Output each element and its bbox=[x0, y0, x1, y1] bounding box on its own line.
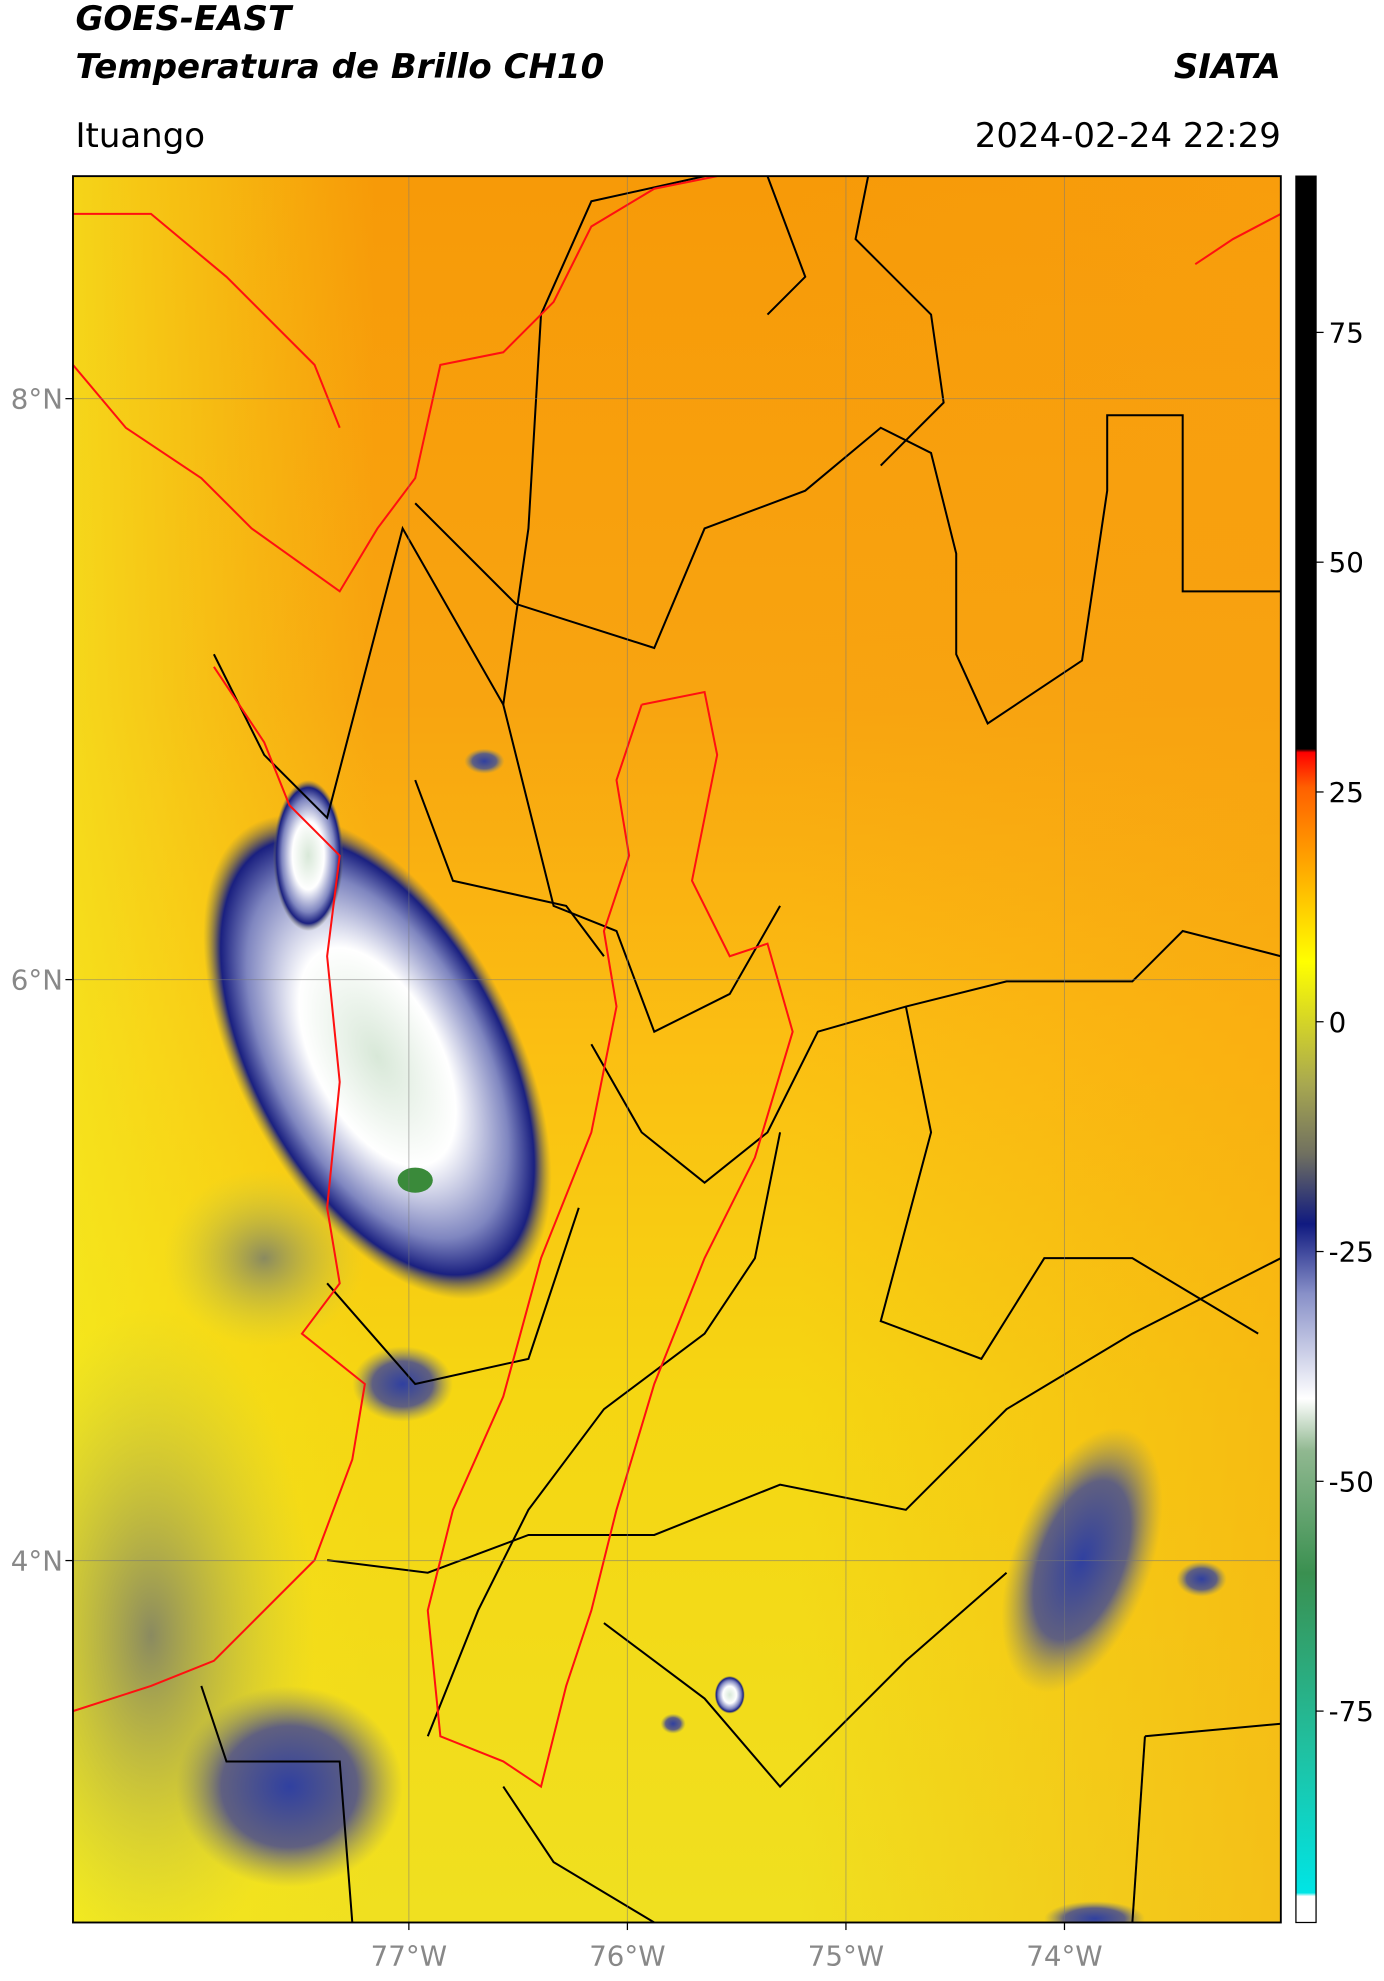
lon-tick-label: 76°W bbox=[589, 1939, 665, 1972]
colorbar-tick-label: 25 bbox=[1329, 776, 1364, 809]
lat-tick-label: 8°N bbox=[11, 383, 63, 416]
colorbar-ticks: 75 50 25 0 -25 -50 -75 bbox=[1316, 316, 1374, 1728]
lon-tick-label: 77°W bbox=[371, 1939, 447, 1972]
graticule: 8°N 6°N 4°N 77°W 76°W 75°W 74°W bbox=[11, 176, 1281, 1972]
colorbar-tick-label: -25 bbox=[1329, 1236, 1374, 1269]
organization: SIATA bbox=[1174, 47, 1281, 87]
colorbar-tick-label: -50 bbox=[1329, 1465, 1374, 1498]
lat-tick-label: 6°N bbox=[11, 964, 63, 997]
colorbar-tick-label: -75 bbox=[1329, 1695, 1374, 1728]
colorbar bbox=[1295, 175, 1317, 1924]
location: Ituango bbox=[75, 116, 205, 156]
colorbar-tick-label: 0 bbox=[1329, 1006, 1347, 1039]
title-line-1: GOES-EAST bbox=[75, 0, 293, 39]
colorbar-tick-label: 50 bbox=[1329, 546, 1364, 579]
lon-tick-label: 75°W bbox=[808, 1939, 884, 1972]
map-frame bbox=[72, 175, 1282, 1924]
title-line-2: Temperatura de Brillo CH10 bbox=[75, 47, 604, 87]
colorbar-tick-label: 75 bbox=[1329, 316, 1364, 349]
lon-tick-label: 74°W bbox=[1026, 1939, 1102, 1972]
lat-tick-label: 4°N bbox=[11, 1545, 63, 1578]
timestamp: 2024-02-24 22:29 bbox=[975, 116, 1281, 156]
map-imagery bbox=[72, 176, 1281, 1923]
